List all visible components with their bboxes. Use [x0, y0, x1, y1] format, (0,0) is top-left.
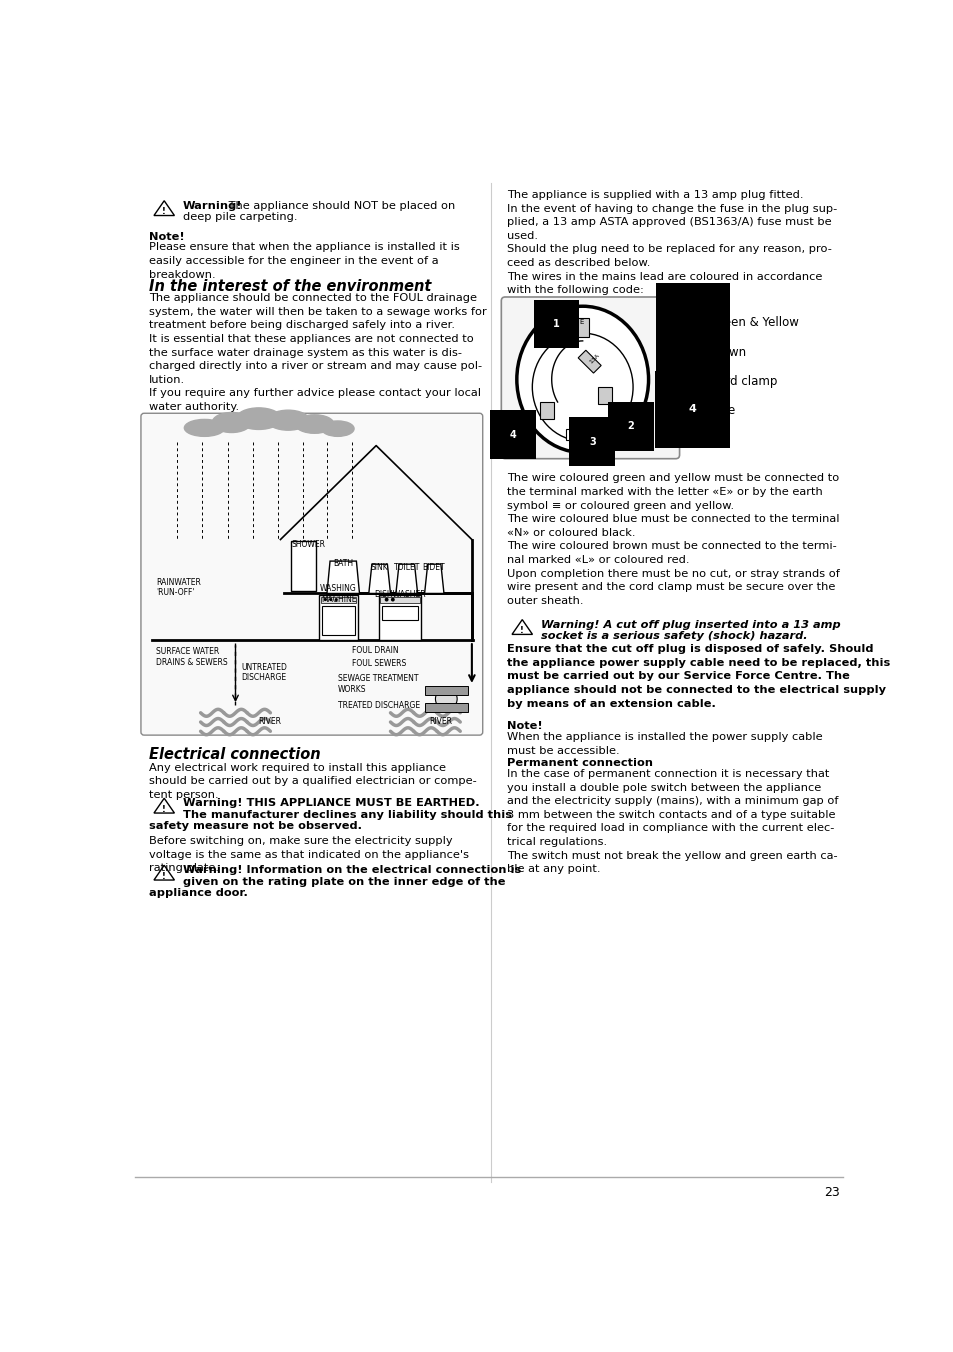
Text: When the appliance is installed the power supply cable
must be accessible.: When the appliance is installed the powe… — [506, 731, 821, 756]
Text: The appliance is supplied with a 13 amp plug fitted.
In the event of having to c: The appliance is supplied with a 13 amp … — [506, 191, 836, 295]
Text: socket is a serious safety (shock) hazard.: socket is a serious safety (shock) hazar… — [540, 631, 806, 641]
Polygon shape — [395, 564, 417, 594]
Bar — [322, 606, 355, 635]
Bar — [576, 318, 588, 337]
Circle shape — [335, 598, 337, 602]
Text: 3: 3 — [688, 375, 696, 385]
Text: !: ! — [162, 804, 166, 814]
Text: Warning! A cut off plug inserted into a 13 amp: Warning! A cut off plug inserted into a … — [540, 619, 840, 630]
Text: E: E — [579, 319, 583, 324]
Text: BATH: BATH — [333, 558, 353, 568]
Text: 4: 4 — [509, 430, 517, 439]
Text: In the case of permanent connection it is necessary that
you install a double po: In the case of permanent connection it i… — [506, 769, 838, 875]
Text: Note!: Note! — [149, 231, 184, 242]
Text: deep pile carpeting.: deep pile carpeting. — [183, 212, 297, 222]
Ellipse shape — [267, 410, 309, 430]
Text: Cord clamp: Cord clamp — [709, 375, 777, 388]
Bar — [578, 350, 600, 373]
Ellipse shape — [236, 408, 281, 430]
Text: The manufacturer declines any liability should this: The manufacturer declines any liability … — [183, 810, 511, 819]
Ellipse shape — [212, 412, 251, 433]
Text: BIDET: BIDET — [422, 562, 445, 572]
Circle shape — [384, 598, 388, 602]
Text: !: ! — [519, 626, 523, 635]
Polygon shape — [327, 561, 359, 594]
Text: The appliance should be connected to the FOUL drainage
system, the water will th: The appliance should be connected to the… — [149, 293, 486, 412]
Text: 2: 2 — [688, 346, 696, 356]
Text: !: ! — [162, 872, 166, 880]
Text: 13A: 13A — [588, 353, 600, 365]
Text: safety measure not be observed.: safety measure not be observed. — [149, 822, 361, 831]
Bar — [319, 595, 357, 639]
Text: 4: 4 — [688, 404, 696, 415]
Text: RIVER: RIVER — [258, 717, 281, 726]
Text: The wire coloured green and yellow must be connected to
the terminal marked with: The wire coloured green and yellow must … — [506, 473, 839, 606]
Text: SEWAGE TREATMENT
WORKS: SEWAGE TREATMENT WORKS — [337, 675, 417, 694]
Text: TOILET: TOILET — [394, 562, 419, 572]
Text: Please ensure that when the appliance is installed it is
easily accessible for t: Please ensure that when the appliance is… — [149, 242, 459, 280]
Circle shape — [329, 598, 332, 602]
Text: appliance door.: appliance door. — [149, 888, 248, 898]
Bar — [378, 595, 421, 639]
Ellipse shape — [321, 420, 354, 437]
Bar — [291, 541, 315, 591]
Polygon shape — [424, 564, 443, 594]
Circle shape — [323, 598, 327, 602]
Text: Electrical connection: Electrical connection — [149, 748, 320, 763]
Text: 1: 1 — [553, 319, 559, 329]
Text: WASHING
MACHINE: WASHING MACHINE — [320, 584, 356, 603]
Text: !: ! — [162, 207, 166, 216]
Ellipse shape — [184, 419, 224, 437]
Text: FOUL DRAIN: FOUL DRAIN — [352, 646, 398, 654]
Text: UNTREATED
DISCHARGE: UNTREATED DISCHARGE — [241, 662, 287, 683]
Text: DISHWASHER: DISHWASHER — [374, 591, 425, 599]
Text: SHOWER: SHOWER — [291, 539, 325, 549]
Text: Blue: Blue — [709, 404, 736, 416]
Text: SINK: SINK — [371, 562, 388, 572]
Text: Warning! THIS APPLIANCE MUST BE EARTHED.: Warning! THIS APPLIANCE MUST BE EARTHED. — [183, 798, 479, 808]
Text: N: N — [575, 416, 579, 423]
Ellipse shape — [517, 307, 648, 453]
Bar — [598, 387, 612, 404]
Text: Before switching on, make sure the electricity supply
voltage is the same as tha: Before switching on, make sure the elect… — [149, 836, 468, 873]
Text: TREATED DISCHARGE: TREATED DISCHARGE — [337, 702, 419, 710]
Bar — [425, 703, 468, 713]
Text: Warning!: Warning! — [183, 200, 242, 211]
FancyBboxPatch shape — [141, 414, 482, 735]
Text: given on the rating plate on the inner edge of the: given on the rating plate on the inner e… — [183, 877, 505, 887]
Circle shape — [391, 598, 395, 602]
Circle shape — [435, 688, 456, 710]
Text: Note!: Note! — [506, 721, 542, 731]
Ellipse shape — [532, 333, 633, 441]
Text: Any electrical work required to install this appliance
should be carried out by : Any electrical work required to install … — [149, 763, 476, 800]
Text: RAINWATER
'RUN-OFF': RAINWATER 'RUN-OFF' — [156, 579, 201, 598]
Text: RIVER: RIVER — [429, 717, 452, 726]
Bar — [380, 596, 419, 603]
Text: In the interest of the environment: In the interest of the environment — [149, 280, 431, 295]
Text: Permanent connection: Permanent connection — [506, 758, 652, 768]
Text: 2: 2 — [627, 422, 634, 431]
Text: The appliance should NOT be placed on: The appliance should NOT be placed on — [224, 200, 455, 211]
Text: Ensure that the cut off plug is disposed of safely. Should
the appliance power s: Ensure that the cut off plug is disposed… — [506, 645, 889, 708]
FancyBboxPatch shape — [500, 297, 679, 458]
Text: SURFACE WATER
DRAINS & SEWERS: SURFACE WATER DRAINS & SEWERS — [156, 648, 228, 667]
Text: 23: 23 — [823, 1186, 840, 1199]
Ellipse shape — [294, 415, 334, 433]
Polygon shape — [369, 564, 390, 594]
Text: Green & Yellow: Green & Yellow — [709, 316, 798, 330]
Bar — [565, 430, 599, 441]
Text: 1: 1 — [688, 316, 696, 327]
Bar — [425, 685, 468, 695]
Bar — [539, 403, 554, 419]
Text: FOUL SEWERS: FOUL SEWERS — [352, 658, 406, 668]
Text: 3: 3 — [588, 437, 595, 446]
Bar — [320, 596, 356, 603]
Text: Warning! Information on the electrical connection is: Warning! Information on the electrical c… — [183, 865, 520, 875]
Text: Brown: Brown — [709, 346, 746, 358]
Bar — [381, 606, 418, 619]
